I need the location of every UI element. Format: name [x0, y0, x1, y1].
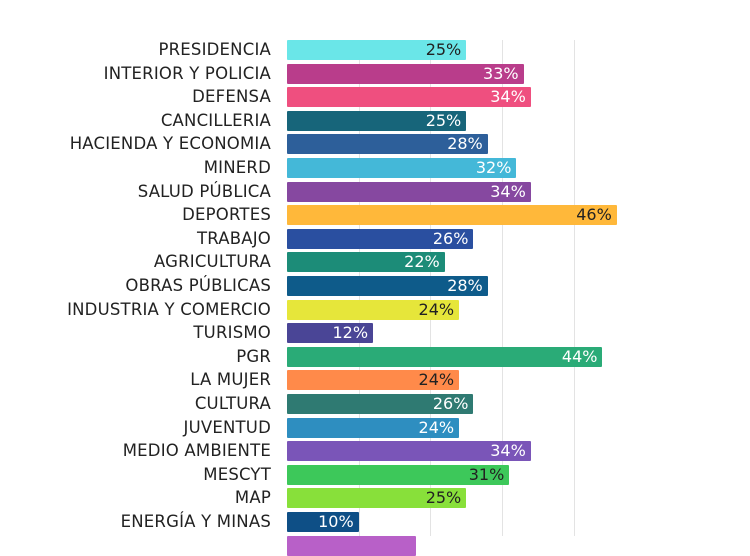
bar	[287, 394, 474, 414]
value-label: 31%	[468, 464, 505, 484]
bar	[287, 110, 467, 131]
value-label: 22%	[404, 252, 440, 272]
category-label: CANCILLERIA	[160, 110, 271, 130]
category-label: MEDIO AMBIENTE	[122, 441, 271, 461]
value-label: 25%	[425, 488, 462, 508]
bar	[287, 370, 460, 391]
bar	[287, 323, 374, 344]
category-label: ENERGÍA Y MINAS	[120, 512, 271, 531]
bar	[287, 417, 460, 438]
bar	[287, 276, 488, 296]
bar	[287, 512, 359, 532]
bar	[287, 346, 603, 367]
bar	[287, 181, 531, 202]
category-label: SALUD PÚBLICA	[137, 181, 271, 201]
bar	[287, 63, 524, 84]
bar	[287, 252, 445, 273]
value-label: 24%	[418, 299, 455, 319]
value-label: 34%	[490, 87, 526, 107]
value-label: 24%	[418, 370, 455, 390]
value-label: 26%	[432, 228, 469, 248]
category-label: JUVENTUD	[183, 417, 271, 437]
value-label: 44%	[561, 346, 598, 366]
value-label: 34%	[490, 181, 526, 201]
value-label: 25%	[425, 40, 462, 59]
value-label: 24%	[418, 417, 455, 437]
category-label: MINERD	[203, 158, 271, 177]
category-label: LA MUJER	[190, 370, 271, 390]
value-label: 25%	[425, 110, 462, 130]
value-label: 10%	[318, 512, 354, 531]
category-label: MAP	[234, 488, 271, 508]
category-label: PRESIDENCIA	[158, 40, 271, 59]
value-label: 33%	[483, 63, 519, 83]
category-label: MESCYT	[203, 464, 271, 484]
category-label: INDUSTRIA Y COMERCIO	[67, 299, 271, 319]
bar	[287, 441, 531, 462]
value-label: 26%	[432, 394, 469, 413]
category-label: OBRAS PÚBLICAS	[125, 276, 271, 295]
value-label: 28%	[447, 276, 483, 295]
bar	[287, 134, 488, 155]
bar	[287, 158, 517, 178]
value-label: 46%	[576, 205, 612, 225]
category-label: DEFENSA	[192, 87, 271, 107]
value-label: 28%	[447, 134, 483, 154]
category-label: AGRICULTURA	[153, 252, 271, 272]
value-label	[287, 536, 411, 556]
bar	[287, 488, 467, 509]
bar	[287, 299, 460, 320]
bar	[287, 40, 467, 60]
bar	[287, 228, 474, 249]
category-label: DEPORTES	[182, 205, 271, 225]
category-label: TRABAJO	[196, 228, 271, 248]
bar	[287, 205, 617, 226]
bar	[287, 87, 531, 108]
category-label: PGR	[236, 346, 271, 366]
gridline	[573, 40, 575, 536]
category-label: HACIENDA Y ECONOMIA	[69, 134, 271, 154]
category-label: INTERIOR Y POLICIA	[103, 63, 271, 83]
category-label: CULTURA	[194, 394, 271, 413]
value-label: 12%	[332, 323, 369, 343]
value-label: 32%	[475, 158, 512, 177]
bar-chart: PRESIDENCIA 25% INTERIOR Y POLICIA 33% DEFEN…	[67, 40, 617, 556]
value-label: 34%	[490, 441, 526, 461]
gridline	[502, 40, 504, 536]
bar	[287, 464, 510, 485]
category-label: TURISMO	[193, 323, 271, 343]
